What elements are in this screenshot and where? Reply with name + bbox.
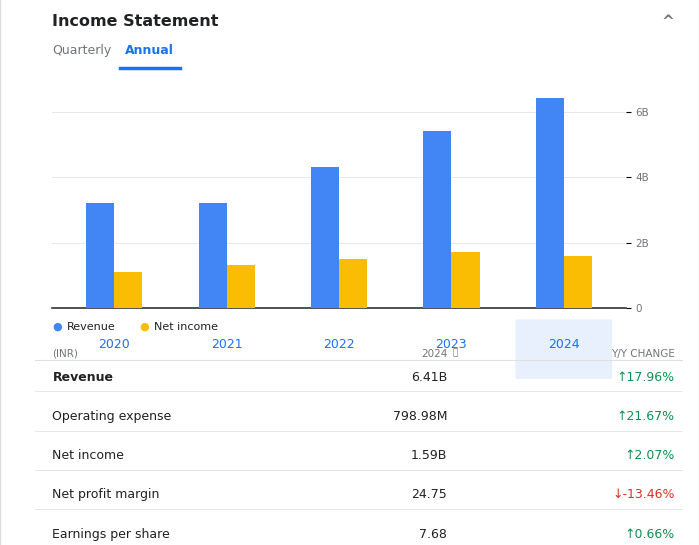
Text: Income Statement: Income Statement — [52, 14, 219, 29]
Text: Annual: Annual — [125, 44, 174, 57]
Text: 1.59B: 1.59B — [411, 449, 447, 462]
Text: ⓘ: ⓘ — [453, 349, 459, 358]
Text: 2022: 2022 — [323, 338, 355, 350]
Text: 6.41B: 6.41B — [411, 371, 447, 384]
Text: Net income: Net income — [154, 322, 219, 332]
Text: ↑0.66%: ↑0.66% — [624, 528, 675, 541]
Text: 2024: 2024 — [548, 338, 579, 350]
Bar — [311, 167, 339, 308]
Text: 798.98M: 798.98M — [393, 410, 447, 423]
Text: Y/Y CHANGE: Y/Y CHANGE — [611, 349, 675, 359]
Text: ●: ● — [140, 322, 150, 332]
Bar — [564, 256, 592, 308]
Bar — [339, 259, 367, 308]
Bar — [424, 131, 452, 308]
Bar — [199, 203, 226, 308]
Text: Earnings per share: Earnings per share — [52, 528, 170, 541]
FancyBboxPatch shape — [515, 319, 612, 379]
Text: ●: ● — [52, 322, 62, 332]
Text: Revenue: Revenue — [52, 371, 113, 384]
Text: Net profit margin: Net profit margin — [52, 488, 160, 501]
Text: Net income: Net income — [52, 449, 124, 462]
Text: ↓-13.46%: ↓-13.46% — [612, 488, 675, 501]
Bar — [535, 98, 564, 308]
Text: ↑2.07%: ↑2.07% — [624, 449, 675, 462]
Bar — [86, 203, 114, 308]
Text: 2021: 2021 — [211, 338, 243, 350]
Text: (INR): (INR) — [52, 349, 78, 359]
Text: 7.68: 7.68 — [419, 528, 447, 541]
Text: ^: ^ — [662, 14, 675, 29]
Text: ↑21.67%: ↑21.67% — [617, 410, 675, 423]
Text: ↑17.96%: ↑17.96% — [617, 371, 675, 384]
Text: Revenue: Revenue — [67, 322, 116, 332]
Text: Operating expense: Operating expense — [52, 410, 172, 423]
Text: 2024: 2024 — [421, 349, 447, 359]
Text: 24.75: 24.75 — [412, 488, 447, 501]
Text: 2020: 2020 — [99, 338, 130, 350]
Text: Quarterly: Quarterly — [52, 44, 112, 57]
Bar — [452, 252, 480, 308]
Bar — [114, 272, 143, 308]
Bar — [226, 265, 254, 308]
Text: 2023: 2023 — [435, 338, 467, 350]
